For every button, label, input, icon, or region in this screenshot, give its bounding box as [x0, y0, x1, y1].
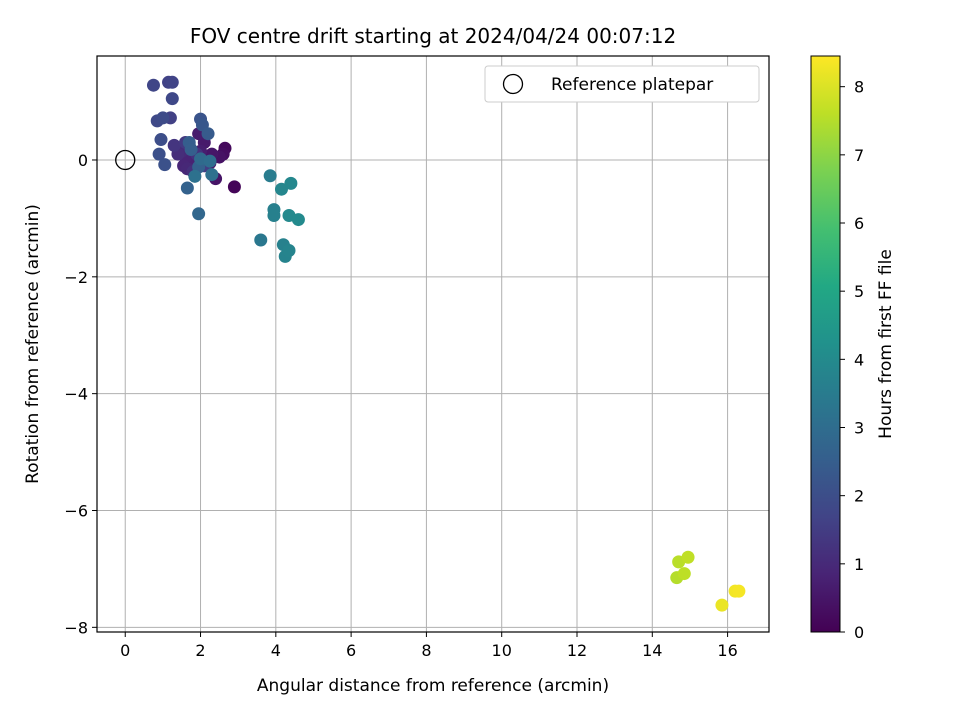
y-axis-label: Rotation from reference (arcmin) [23, 204, 43, 484]
data-point [267, 208, 281, 222]
x-tick-label: 12 [567, 641, 587, 660]
data-points [146, 75, 746, 612]
plot-area: 0 2 4 6 8 10 12 14 16 −8 −6 −4 −2 0 [64, 55, 770, 660]
data-point [227, 180, 241, 194]
y-tick-label: −6 [64, 501, 88, 520]
data-point [681, 550, 695, 564]
data-point [263, 169, 277, 183]
x-axis-label: Angular distance from reference (arcmin) [257, 676, 609, 696]
x-tick-label: 14 [642, 641, 662, 660]
data-point [715, 598, 729, 612]
data-point [291, 213, 305, 227]
x-tick-label: 0 [120, 641, 130, 660]
colorbar-tick-label: 2 [854, 487, 864, 506]
colorbar-label: Hours from first FF file [876, 249, 896, 439]
colorbar-tick-label: 6 [854, 214, 864, 233]
y-tick-label: 0 [78, 151, 88, 170]
chart-title: FOV centre drift starting at 2024/04/24 … [190, 24, 676, 48]
data-point [205, 168, 219, 182]
y-axis-ticks: −8 −6 −4 −2 0 [64, 151, 97, 637]
data-point [180, 181, 194, 195]
data-point [282, 244, 296, 258]
colorbar-gradient [810, 55, 841, 633]
colorbar: 0 1 2 3 4 5 6 7 8 Hours from first FF file [810, 55, 896, 642]
data-point [284, 176, 298, 190]
reference-platepar-point [115, 149, 136, 171]
y-tick-label: −8 [64, 618, 88, 637]
data-point [192, 207, 206, 221]
legend-marker-reference [502, 73, 524, 95]
data-point [165, 75, 179, 89]
colorbar-tick-label: 3 [854, 419, 864, 438]
x-axis-ticks: 0 2 4 6 8 10 12 14 16 [120, 632, 738, 660]
x-tick-label: 10 [492, 641, 512, 660]
data-point [167, 138, 181, 152]
colorbar-tick-label: 8 [854, 78, 864, 97]
legend: Reference platepar [484, 65, 760, 103]
colorbar-tick-label: 4 [854, 350, 864, 369]
data-point [677, 567, 691, 581]
y-tick-label: −2 [64, 268, 88, 287]
x-tick-label: 8 [421, 641, 431, 660]
legend-label-reference: Reference platepar [551, 75, 713, 95]
data-point [184, 142, 198, 156]
data-point [254, 233, 268, 247]
data-point [158, 158, 172, 172]
data-point [146, 78, 160, 92]
plot-frame [96, 55, 770, 633]
data-point [732, 584, 746, 598]
colorbar-tick-label: 0 [854, 623, 864, 642]
colorbar-tick-label: 7 [854, 146, 864, 165]
grid-lines [97, 56, 769, 632]
data-point [156, 111, 170, 125]
x-tick-label: 16 [717, 641, 737, 660]
x-tick-label: 6 [346, 641, 356, 660]
y-tick-label: −4 [64, 385, 88, 404]
x-tick-label: 4 [271, 641, 281, 660]
legend-box [484, 65, 760, 103]
colorbar-ticks: 0 1 2 3 4 5 6 7 8 [840, 78, 864, 642]
data-point [201, 127, 215, 141]
data-point [188, 169, 202, 183]
x-tick-label: 2 [195, 641, 205, 660]
data-point [154, 133, 168, 147]
reference-marker [115, 149, 136, 171]
data-point [274, 182, 288, 196]
colorbar-tick-label: 1 [854, 555, 864, 574]
colorbar-tick-label: 5 [854, 282, 864, 301]
data-point [152, 147, 166, 161]
data-point [165, 92, 179, 106]
data-point [203, 154, 217, 168]
